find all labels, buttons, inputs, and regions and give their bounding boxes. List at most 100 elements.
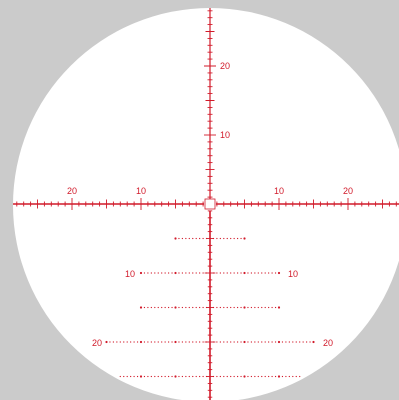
holdover-dot: [130, 375, 132, 378]
holdover-dot: [192, 272, 194, 274]
holdover-dot: [119, 375, 121, 378]
holdover-dot: [271, 375, 273, 378]
holdover-dot: [274, 341, 277, 343]
holdover-dot: [205, 237, 208, 240]
holdover-dot: [143, 306, 146, 309]
holdover-dot: [226, 272, 228, 274]
holdover-dot: [243, 271, 246, 275]
holdover-dot: [195, 375, 197, 378]
holdover-dot: [161, 375, 163, 378]
holdover-dot: [188, 272, 190, 274]
holdover-dot: [105, 340, 108, 344]
holdover-dot: [185, 306, 187, 309]
holdover-dot: [150, 272, 153, 274]
holdover-dot: [264, 306, 266, 309]
holdover-dot: [274, 272, 277, 274]
holdover-dot: [181, 306, 184, 309]
holdover-dot: [195, 306, 197, 309]
holdover-dot: [223, 237, 225, 240]
holdover-dot: [202, 306, 204, 309]
holdover-dot: [109, 341, 111, 343]
holdover-dot: [281, 375, 284, 378]
holdover-dot: [223, 341, 225, 343]
holdover-dot: [247, 272, 249, 274]
holdover-dot: [178, 341, 180, 343]
holdover-dot: [202, 375, 204, 378]
holdover-dot: [154, 341, 156, 343]
holdover-dot: [154, 375, 156, 378]
holdover-dot: [254, 306, 256, 309]
holdover-dot: [271, 306, 273, 309]
holdover-dot: [139, 306, 143, 309]
holdover-dot: [199, 306, 201, 309]
holdover-dot: [219, 237, 222, 240]
holdover-dot: [199, 272, 201, 274]
holdover-dot: [277, 340, 281, 344]
holdover-dot: [243, 237, 246, 240]
holdover-dot: [233, 306, 235, 309]
holdover-dot: [271, 341, 273, 343]
holdover-dot: [154, 306, 156, 309]
holdover-dot: [216, 272, 218, 274]
holdover-dot: [223, 375, 225, 378]
holdover-dot: [230, 306, 232, 309]
holdover-dot: [185, 375, 187, 378]
holdover-dot: [250, 272, 253, 274]
holdover-dot: [257, 341, 259, 343]
holdover-dot: [199, 237, 201, 240]
holdover-dot: [247, 306, 249, 309]
holdover-dot: [277, 375, 281, 378]
holdover-dot: [230, 272, 232, 274]
holdover-dot: [233, 375, 235, 378]
holdover-dot: [133, 375, 135, 378]
holdover-dot: [230, 375, 232, 378]
holdover-dot: [185, 341, 187, 343]
tree-label-right-10: 10: [288, 269, 298, 279]
horizontal-label-right-10: 10: [274, 186, 284, 196]
holdover-dot: [212, 375, 215, 378]
holdover-dot: [136, 375, 139, 378]
holdover-dot: [188, 306, 190, 309]
holdover-dot: [147, 341, 149, 343]
holdover-dot: [178, 272, 180, 274]
holdover-dot: [285, 341, 287, 343]
holdover-dot: [236, 306, 239, 309]
holdover-dot: [192, 341, 194, 343]
center-gap-box: [204, 198, 216, 210]
holdover-dot: [174, 340, 177, 344]
holdover-dot: [205, 375, 208, 378]
holdover-dot: [223, 306, 225, 309]
tree-label-left-20: 20: [92, 338, 102, 348]
holdover-dot: [240, 375, 242, 378]
holdover-dot: [174, 271, 177, 275]
holdover-dot: [192, 306, 194, 309]
holdover-dot: [268, 341, 270, 343]
holdover-dot: [112, 341, 115, 343]
holdover-dot: [250, 306, 253, 309]
holdover-dot: [243, 375, 246, 378]
holdover-dot: [268, 272, 270, 274]
holdover-dot: [178, 375, 180, 378]
holdover-dot: [195, 341, 197, 343]
holdover-dot: [219, 272, 222, 274]
holdover-dot: [216, 375, 218, 378]
holdover-dot: [123, 375, 125, 378]
holdover-dot: [164, 306, 166, 309]
holdover-dot: [233, 272, 235, 274]
holdover-dot: [185, 237, 187, 240]
holdover-dot: [139, 271, 143, 275]
holdover-dot: [254, 272, 256, 274]
holdover-dot: [167, 306, 170, 309]
horizontal-label-left-10: 10: [136, 186, 146, 196]
holdover-dot: [226, 341, 228, 343]
holdover-dot: [247, 375, 249, 378]
horizontal-label-left-20: 20: [67, 186, 77, 196]
holdover-dot: [147, 306, 149, 309]
holdover-dot: [161, 272, 163, 274]
holdover-dot: [261, 341, 263, 343]
holdover-dot: [254, 375, 256, 378]
holdover-dot: [257, 272, 259, 274]
holdover-dot: [236, 237, 239, 240]
holdover-dot: [216, 341, 218, 343]
holdover-dot: [116, 341, 118, 343]
